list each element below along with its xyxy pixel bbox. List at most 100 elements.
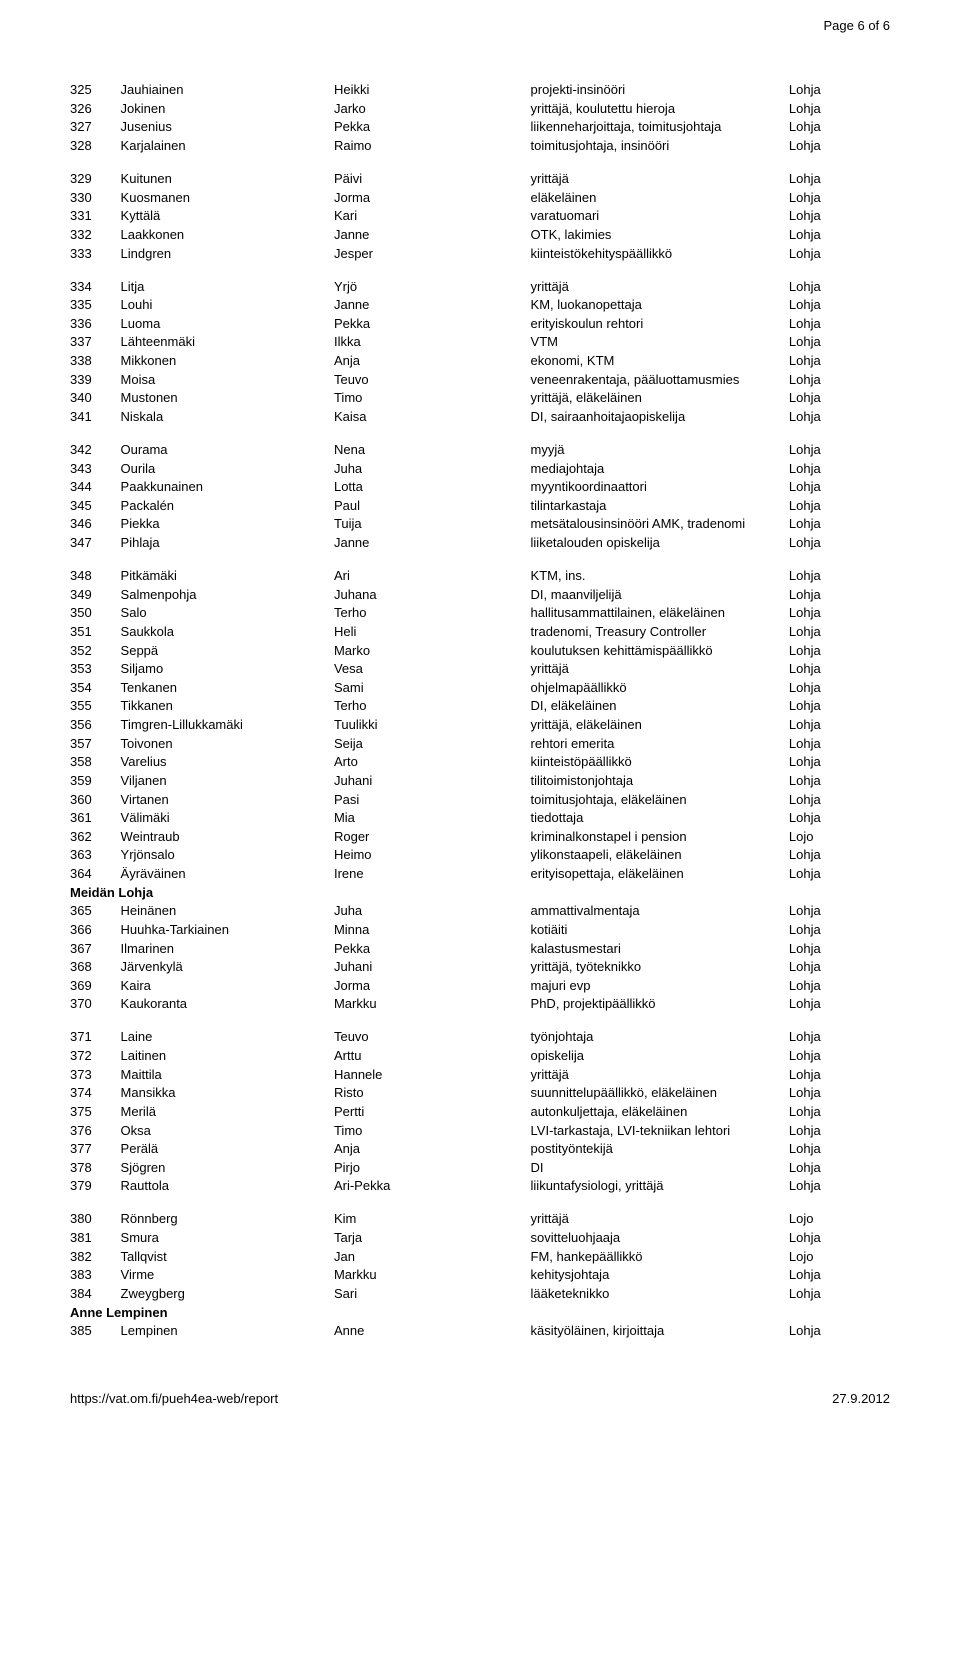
occupation: liikuntafysiologi, yrittäjä xyxy=(531,1177,789,1196)
table-row: 329KuitunenPäiviyrittäjäLohja xyxy=(70,170,890,189)
surname: Luoma xyxy=(121,315,334,334)
row-number: 374 xyxy=(70,1084,121,1103)
occupation: KM, luokanopettaja xyxy=(531,296,789,315)
table-row: 366Huuhka-TarkiainenMinnakotiäitiLohja xyxy=(70,921,890,940)
firstname: Tuija xyxy=(334,515,531,534)
surname: Saukkola xyxy=(121,623,334,642)
municipality: Lohja xyxy=(789,790,890,809)
occupation: DI xyxy=(531,1159,789,1178)
occupation: VTM xyxy=(531,333,789,352)
firstname: Pirjo xyxy=(334,1159,531,1178)
table-row: 333LindgrenJesperkiinteistökehityspäälli… xyxy=(70,244,890,263)
municipality: Lohja xyxy=(789,939,890,958)
surname: Oksa xyxy=(121,1121,334,1140)
row-number: 349 xyxy=(70,586,121,605)
block-spacer xyxy=(70,1014,890,1028)
firstname: Sami xyxy=(334,679,531,698)
table-row: 378SjögrenPirjoDILohja xyxy=(70,1159,890,1178)
firstname: Nena xyxy=(334,441,531,460)
table-row: 325JauhiainenHeikkiprojekti-insinööriLoh… xyxy=(70,81,890,100)
row-number: 354 xyxy=(70,679,121,698)
firstname: Anne xyxy=(334,1322,531,1341)
table-row: 375MeriläPerttiautonkuljettaja, eläkeläi… xyxy=(70,1103,890,1122)
municipality: Lojo xyxy=(789,1210,890,1229)
municipality: Lohja xyxy=(789,1266,890,1285)
occupation: FM, hankepäällikkö xyxy=(531,1248,789,1267)
municipality: Lohja xyxy=(789,697,890,716)
block-spacer xyxy=(70,156,890,170)
row-number: 330 xyxy=(70,189,121,208)
occupation: eläkeläinen xyxy=(531,189,789,208)
surname: Moisa xyxy=(121,371,334,390)
row-number: 377 xyxy=(70,1140,121,1159)
municipality: Lohja xyxy=(789,753,890,772)
block-spacer xyxy=(70,553,890,567)
firstname: Mia xyxy=(334,809,531,828)
occupation: yrittäjä, työteknikko xyxy=(531,958,789,977)
row-number: 338 xyxy=(70,352,121,371)
municipality: Lohja xyxy=(789,226,890,245)
row-number: 342 xyxy=(70,441,121,460)
table-row: 377PeräläAnjapostityöntekijäLohja xyxy=(70,1140,890,1159)
table-row: 353SiljamoVesayrittäjäLohja xyxy=(70,660,890,679)
firstname: Minna xyxy=(334,921,531,940)
municipality: Lohja xyxy=(789,1047,890,1066)
firstname: Janne xyxy=(334,226,531,245)
firstname: Juhana xyxy=(334,586,531,605)
occupation: ohjelmapäällikkö xyxy=(531,679,789,698)
table-row: 332LaakkonenJanneOTK, lakimiesLohja xyxy=(70,226,890,245)
firstname: Juha xyxy=(334,902,531,921)
municipality: Lohja xyxy=(789,977,890,996)
table-row: 327JuseniusPekkaliikenneharjoittaja, toi… xyxy=(70,118,890,137)
occupation: ekonomi, KTM xyxy=(531,352,789,371)
municipality: Lohja xyxy=(789,1322,890,1341)
row-number: 367 xyxy=(70,939,121,958)
row-number: 332 xyxy=(70,226,121,245)
row-number: 358 xyxy=(70,753,121,772)
block-spacer xyxy=(70,426,890,440)
occupation: ammattivalmentaja xyxy=(531,902,789,921)
occupation: yrittäjä xyxy=(531,660,789,679)
firstname: Raimo xyxy=(334,137,531,156)
firstname: Kaisa xyxy=(334,408,531,427)
municipality: Lohja xyxy=(789,497,890,516)
municipality: Lohja xyxy=(789,277,890,296)
table-row: 349SalmenpohjaJuhanaDI, maanviljelijäLoh… xyxy=(70,586,890,605)
surname: Tallqvist xyxy=(121,1248,334,1267)
occupation: erityisopettaja, eläkeläinen xyxy=(531,865,789,884)
occupation: kiinteistökehityspäällikkö xyxy=(531,244,789,263)
group-label: Anne Lempinen xyxy=(70,1303,890,1322)
municipality: Lohja xyxy=(789,1140,890,1159)
firstname: Jorma xyxy=(334,189,531,208)
occupation: toimitusjohtaja, insinööri xyxy=(531,137,789,156)
occupation: myyjä xyxy=(531,441,789,460)
table-row: 364ÄyräväinenIreneerityisopettaja, eläke… xyxy=(70,865,890,884)
surname: Tenkanen xyxy=(121,679,334,698)
row-number: 348 xyxy=(70,567,121,586)
table-row: 382TallqvistJanFM, hankepäällikköLojo xyxy=(70,1248,890,1267)
municipality: Lohja xyxy=(789,660,890,679)
firstname: Pertti xyxy=(334,1103,531,1122)
table-row: 337LähteenmäkiIlkkaVTMLohja xyxy=(70,333,890,352)
municipality: Lohja xyxy=(789,846,890,865)
table-row: 345PackalénPaultilintarkastajaLohja xyxy=(70,497,890,516)
table-row: 369KairaJormamajuri evpLohja xyxy=(70,977,890,996)
municipality: Lohja xyxy=(789,735,890,754)
occupation: KTM, ins. xyxy=(531,567,789,586)
block-spacer xyxy=(70,263,890,277)
municipality: Lohja xyxy=(789,296,890,315)
table-row: 343OurilaJuhamediajohtajaLohja xyxy=(70,459,890,478)
occupation: liiketalouden opiskelija xyxy=(531,534,789,553)
municipality: Lohja xyxy=(789,534,890,553)
surname: Ourila xyxy=(121,459,334,478)
table-row: 373MaittilaHanneleyrittäjäLohja xyxy=(70,1066,890,1085)
occupation: DI, maanviljelijä xyxy=(531,586,789,605)
surname: Jokinen xyxy=(121,100,334,119)
surname: Yrjönsalo xyxy=(121,846,334,865)
firstname: Paul xyxy=(334,497,531,516)
firstname: Tuulikki xyxy=(334,716,531,735)
table-row: 328KarjalainenRaimotoimitusjohtaja, insi… xyxy=(70,137,890,156)
table-row: 346PiekkaTuijametsätalousinsinööri AMK, … xyxy=(70,515,890,534)
municipality: Lohja xyxy=(789,586,890,605)
surname: Jauhiainen xyxy=(121,81,334,100)
